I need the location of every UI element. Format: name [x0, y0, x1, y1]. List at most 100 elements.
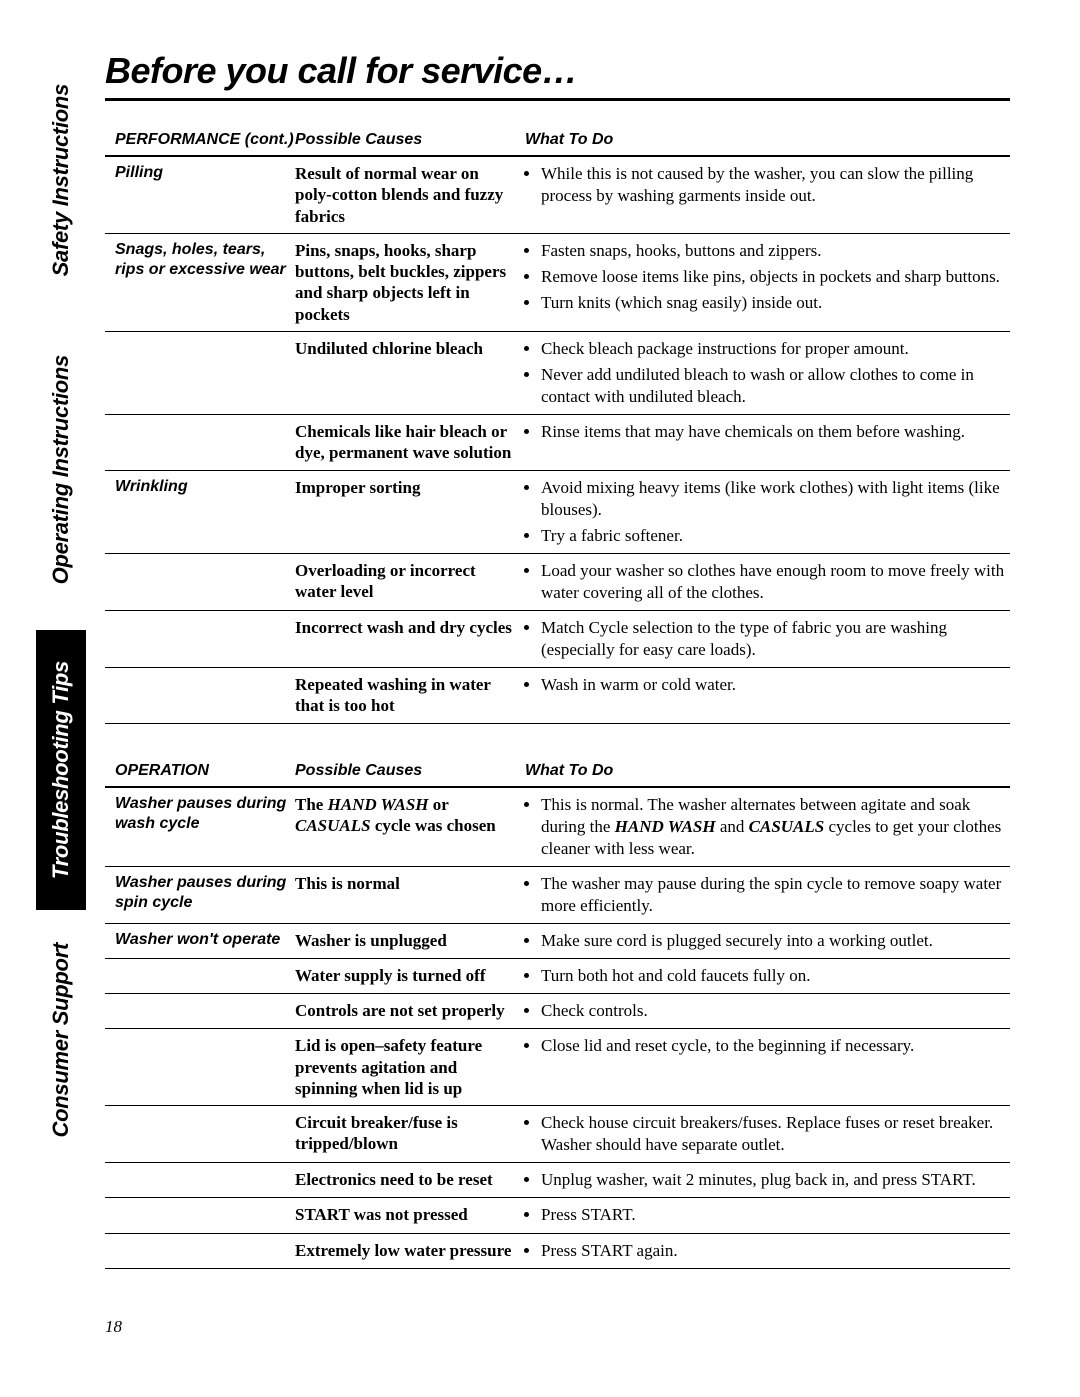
problem-cell [115, 1204, 295, 1226]
problem-cell: Washer pauses during wash cycle [115, 794, 295, 860]
cause-cell: Incorrect wash and dry cycles [295, 617, 525, 661]
page: Safety Instructions Operating Instruction… [0, 0, 1080, 1397]
todo-item: Turn both hot and cold faucets fully on. [541, 965, 1010, 987]
column-header: PERFORMANCE (cont.) [115, 131, 295, 149]
todo-cell: Load your washer so clothes have enough … [525, 560, 1010, 604]
cause-cell: Extremely low water pressure [295, 1240, 525, 1262]
cause-cell: Improper sorting [295, 477, 525, 547]
todo-item: While this is not caused by the washer, … [541, 163, 1010, 207]
problem-cell [115, 1000, 295, 1022]
todo-item: Rinse items that may have chemicals on t… [541, 421, 1010, 443]
cause-cell: Washer is unplugged [295, 930, 525, 952]
column-header: What To Do [525, 131, 1010, 149]
cause-cell: Electronics need to be reset [295, 1169, 525, 1191]
table-row: PillingResult of normal wear on poly-cot… [105, 157, 1010, 234]
todo-item: Try a fabric softener. [541, 525, 1010, 547]
todo-cell: Unplug washer, wait 2 minutes, plug back… [525, 1169, 1010, 1191]
problem-cell [115, 338, 295, 408]
todo-cell: While this is not caused by the washer, … [525, 163, 1010, 227]
problem-cell [115, 421, 295, 464]
todo-item: Avoid mixing heavy items (like work clot… [541, 477, 1010, 521]
table-row: Overloading or incorrect water levelLoad… [105, 554, 1010, 611]
todo-item: Turn knits (which snag easily) inside ou… [541, 292, 1010, 314]
problem-cell [115, 617, 295, 661]
sidebar-tab: Operating Instructions [36, 310, 86, 630]
todo-cell: Press START again. [525, 1240, 1010, 1262]
problem-cell: Wrinkling [115, 477, 295, 547]
page-title: Before you call for service… [105, 50, 1010, 92]
table-row: Washer won't operateWasher is unpluggedM… [105, 924, 1010, 959]
table-row: Snags, holes, tears, rips or excessive w… [105, 234, 1010, 332]
table-row: Incorrect wash and dry cycles Match Cycle… [105, 611, 1010, 668]
todo-item: Never add undiluted bleach to wash or al… [541, 364, 1010, 408]
table-row: Water supply is turned off Turn both hot … [105, 959, 1010, 994]
todo-item: Check house circuit breakers/fuses. Repl… [541, 1112, 1010, 1156]
todo-item: Wash in warm or cold water. [541, 674, 1010, 696]
todo-item: Fasten snaps, hooks, buttons and zippers… [541, 240, 1010, 262]
sidebar-tabs: Safety Instructions Operating Instruction… [36, 50, 86, 1230]
todo-cell: Wash in warm or cold water. [525, 674, 1010, 717]
problem-cell: Washer won't operate [115, 930, 295, 952]
todo-item: Match Cycle selection to the type of fab… [541, 617, 1010, 661]
table-row: Repeated washing in water that is too ho… [105, 668, 1010, 724]
todo-cell: The washer may pause during the spin cyc… [525, 873, 1010, 917]
todo-item: Press START again. [541, 1240, 1010, 1262]
problem-cell [115, 1035, 295, 1099]
todo-cell: Check controls. [525, 1000, 1010, 1022]
todo-cell: Avoid mixing heavy items (like work clot… [525, 477, 1010, 547]
todo-cell: Match Cycle selection to the type of fab… [525, 617, 1010, 661]
todo-cell: Close lid and reset cycle, to the beginn… [525, 1035, 1010, 1099]
table-row: Chemicals like hair bleach or dye, perma… [105, 415, 1010, 471]
cause-cell: The HAND WASH or CASUALS cycle was chose… [295, 794, 525, 860]
cause-cell: Circuit breaker/fuse is tripped/blown [295, 1112, 525, 1156]
page-number: 18 [105, 1317, 122, 1337]
cause-cell: START was not pressed [295, 1204, 525, 1226]
title-rule [105, 98, 1010, 101]
problem-cell [115, 1169, 295, 1191]
sidebar-tab: Consumer Support [36, 910, 86, 1170]
cause-cell: Pins, snaps, hooks, sharp buttons, belt … [295, 240, 525, 325]
cause-cell: Undiluted chlorine bleach [295, 338, 525, 408]
table-row: START was not pressed Press START. [105, 1198, 1010, 1233]
problem-cell [115, 674, 295, 717]
todo-item: Remove loose items like pins, objects in… [541, 266, 1010, 288]
table-row: Undiluted chlorine bleachCheck bleach pa… [105, 332, 1010, 415]
todo-item: Press START. [541, 1204, 1010, 1226]
troubleshooting-table: PERFORMANCE (cont.)Possible CausesWhat T… [105, 127, 1010, 724]
cause-cell: Water supply is turned off [295, 965, 525, 987]
column-header: Possible Causes [295, 762, 525, 780]
content-area: Before you call for service… PERFORMANCE… [105, 50, 1010, 1269]
cause-cell: Repeated washing in water that is too ho… [295, 674, 525, 717]
sidebar-tab: Safety Instructions [36, 50, 86, 310]
problem-cell [115, 965, 295, 987]
cause-cell: This is normal [295, 873, 525, 917]
table-row: Circuit breaker/fuse is tripped/blown Che… [105, 1106, 1010, 1163]
table-header-row: OPERATIONPossible CausesWhat To Do [105, 758, 1010, 788]
sidebar-tab: Troubleshooting Tips [36, 630, 86, 910]
cause-cell: Controls are not set properly [295, 1000, 525, 1022]
todo-cell: This is normal. The washer alternates be… [525, 794, 1010, 860]
table-row: Washer pauses during wash cycleThe HAND … [105, 788, 1010, 867]
problem-cell [115, 560, 295, 604]
table-row: WrinklingImproper sorting Avoid mixing he… [105, 471, 1010, 554]
todo-item: This is normal. The washer alternates be… [541, 794, 1010, 860]
problem-cell: Washer pauses during spin cycle [115, 873, 295, 917]
todo-cell: Fasten snaps, hooks, buttons and zippers… [525, 240, 1010, 325]
cause-cell: Chemicals like hair bleach or dye, perma… [295, 421, 525, 464]
column-header: What To Do [525, 762, 1010, 780]
problem-cell: Pilling [115, 163, 295, 227]
sidebar-tab-label: Consumer Support [48, 943, 74, 1137]
problem-cell [115, 1240, 295, 1262]
column-header: OPERATION [115, 762, 295, 780]
todo-cell: Press START. [525, 1204, 1010, 1226]
todo-cell: Check bleach package instructions for pr… [525, 338, 1010, 408]
problem-cell: Snags, holes, tears, rips or excessive w… [115, 240, 295, 325]
sidebar-tab-label: Safety Instructions [48, 84, 74, 276]
sidebar-tab-label: Operating Instructions [48, 355, 74, 584]
problem-cell [115, 1112, 295, 1156]
todo-item: Load your washer so clothes have enough … [541, 560, 1010, 604]
sidebar-tab-label: Troubleshooting Tips [48, 661, 74, 879]
cause-cell: Lid is open–safety feature prevents agit… [295, 1035, 525, 1099]
troubleshooting-table: OPERATIONPossible CausesWhat To DoWasher… [105, 758, 1010, 1269]
table-row: Lid is open–safety feature prevents agit… [105, 1029, 1010, 1106]
